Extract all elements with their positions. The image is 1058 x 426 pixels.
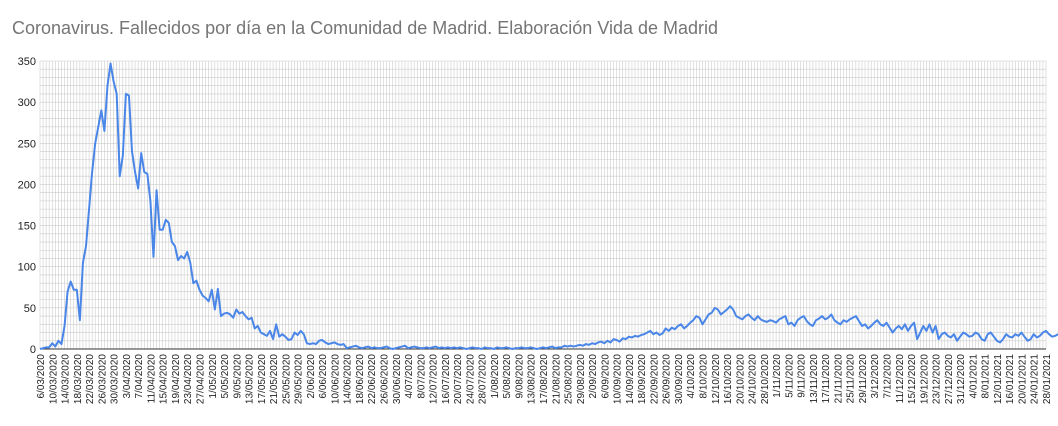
x-tick-label: 16/01/2021 (1005, 354, 1016, 404)
x-tick-label: 24/01/2021 (1030, 354, 1041, 404)
y-tick-label: 150 (18, 221, 36, 233)
x-tick-label: 11/04/2020 (146, 354, 157, 404)
x-tick-label: 4/07/2020 (404, 354, 415, 399)
x-tick-label: 19/12/2020 (919, 354, 930, 404)
x-tick-label: 8/07/2020 (416, 354, 427, 399)
x-tick-label: 26/03/2020 (97, 354, 108, 404)
x-tick-label: 21/11/2020 (833, 354, 844, 404)
x-tick-label: 18/06/2020 (355, 354, 366, 404)
x-tick-label: 15/04/2020 (159, 354, 170, 404)
x-tick-label: 20/07/2020 (453, 354, 464, 404)
y-tick-label: 250 (18, 138, 36, 150)
x-tick-label: 20/01/2021 (1017, 354, 1028, 404)
x-tick-label: 5/11/2020 (784, 354, 795, 398)
x-tick-label: 29/11/2020 (858, 354, 869, 404)
x-tick-label: 23/04/2020 (183, 354, 194, 404)
y-tick-label: 50 (24, 303, 36, 315)
x-tick-label: 10/03/2020 (48, 354, 59, 404)
series-layer (39, 62, 1058, 350)
x-axis: 6/03/2020 10/03/2020 14/03/2020 18/03/2020 2… (36, 354, 1053, 404)
x-tick-label: 14/06/2020 (343, 354, 354, 404)
x-tick-label: 13/08/2020 (527, 354, 538, 404)
x-tick-label: 6/09/2020 (600, 354, 611, 399)
x-tick-label: 25/11/2020 (846, 354, 857, 404)
y-tick-label: 350 (18, 56, 36, 68)
x-tick-label: 23/12/2020 (932, 354, 943, 404)
x-tick-label: 4/01/2021 (968, 354, 979, 399)
chart-grid (39, 60, 1047, 350)
x-tick-label: 16/07/2020 (441, 354, 452, 404)
x-tick-label: 24/10/2020 (748, 354, 759, 404)
x-tick-label: 12/01/2021 (993, 354, 1004, 404)
x-tick-label: 2/09/2020 (588, 354, 599, 399)
x-tick-label: 28/01/2021 (1042, 354, 1053, 404)
x-tick-label: 1/08/2020 (490, 354, 501, 399)
x-tick-label: 30/03/2020 (110, 354, 121, 404)
x-tick-label: 10/09/2020 (613, 354, 624, 404)
x-tick-label: 21/05/2020 (269, 354, 280, 404)
x-tick-label: 5/05/2020 (220, 354, 231, 399)
x-tick-label: 3/04/2020 (122, 354, 133, 399)
x-tick-label: 10/06/2020 (330, 354, 341, 404)
x-tick-label: 12/10/2020 (711, 354, 722, 404)
x-tick-label: 8/10/2020 (698, 354, 709, 399)
x-tick-label: 22/06/2020 (367, 354, 378, 404)
x-tick-label: 18/09/2020 (637, 354, 648, 404)
x-tick-label: 28/10/2020 (760, 354, 771, 404)
x-tick-label: 29/05/2020 (294, 354, 305, 404)
x-tick-label: 1/05/2020 (208, 354, 219, 399)
y-tick-label: 0 (30, 344, 36, 356)
y-tick-label: 300 (18, 97, 36, 109)
x-tick-label: 30/09/2020 (674, 354, 685, 404)
series-line (39, 62, 1058, 350)
x-tick-label: 2/06/2020 (306, 354, 317, 399)
chart-title: Coronavirus. Fallecidos por día en la Co… (12, 18, 719, 38)
x-tick-label: 28/07/2020 (478, 354, 489, 404)
x-tick-label: 20/10/2020 (735, 354, 746, 404)
x-tick-label: 14/03/2020 (61, 354, 72, 404)
y-axis: 0 50 100 150 200 250 300 350 (18, 56, 36, 356)
x-tick-label: 30/06/2020 (392, 354, 403, 404)
x-tick-label: 6/06/2020 (318, 354, 329, 399)
x-tick-label: 9/11/2020 (797, 354, 808, 398)
x-tick-label: 17/11/2020 (821, 354, 832, 404)
x-tick-label: 12/07/2020 (429, 354, 440, 404)
x-tick-label: 11/12/2020 (895, 354, 906, 404)
x-tick-label: 19/04/2020 (171, 354, 182, 404)
x-tick-label: 9/08/2020 (514, 354, 525, 399)
x-tick-label: 6/03/2020 (36, 354, 47, 399)
x-tick-label: 21/08/2020 (551, 354, 562, 404)
x-tick-label: 13/11/2020 (809, 354, 820, 404)
x-tick-label: 14/09/2020 (625, 354, 636, 404)
x-tick-label: 27/04/2020 (195, 354, 206, 404)
x-tick-label: 4/10/2020 (686, 354, 697, 399)
x-tick-label: 15/12/2020 (907, 354, 918, 404)
x-tick-label: 7/04/2020 (134, 354, 145, 399)
x-tick-label: 22/09/2020 (649, 354, 660, 404)
x-tick-label: 24/07/2020 (465, 354, 476, 404)
x-tick-label: 26/09/2020 (662, 354, 673, 404)
x-tick-label: 13/05/2020 (245, 354, 256, 404)
x-tick-label: 31/12/2020 (956, 354, 967, 404)
x-tick-label: 26/06/2020 (380, 354, 391, 404)
x-tick-label: 1/11/2020 (772, 354, 783, 398)
x-tick-label: 25/05/2020 (281, 354, 292, 404)
x-tick-label: 3/12/2020 (870, 354, 881, 399)
x-tick-label: 18/03/2020 (73, 354, 84, 404)
x-tick-label: 9/05/2020 (232, 354, 243, 399)
x-tick-label: 27/12/2020 (944, 354, 955, 404)
x-tick-label: 16/10/2020 (723, 354, 734, 404)
x-tick-label: 8/01/2021 (981, 354, 992, 399)
x-tick-label: 25/08/2020 (564, 354, 575, 404)
x-tick-label: 17/08/2020 (539, 354, 550, 404)
x-tick-label: 17/05/2020 (257, 354, 268, 404)
y-tick-label: 100 (18, 262, 36, 274)
x-tick-label: 7/12/2020 (883, 354, 894, 399)
x-tick-label: 5/08/2020 (502, 354, 513, 399)
y-tick-label: 200 (18, 179, 36, 191)
x-tick-label: 22/03/2020 (85, 354, 96, 404)
x-tick-label: 29/08/2020 (576, 354, 587, 404)
